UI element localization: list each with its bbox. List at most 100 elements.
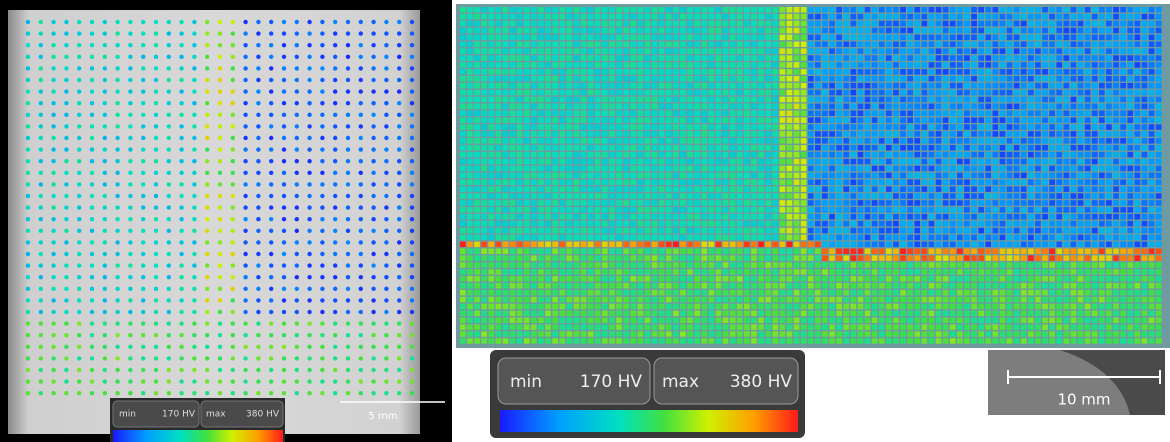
indent <box>538 48 544 54</box>
indent <box>588 55 594 61</box>
indent <box>843 235 849 241</box>
indent <box>737 214 743 220</box>
indent <box>269 31 273 35</box>
indent <box>307 321 311 325</box>
indent <box>1113 55 1119 61</box>
indent <box>1127 97 1133 103</box>
indent <box>914 104 920 110</box>
indent <box>1099 7 1105 13</box>
indent <box>524 83 530 89</box>
indent <box>333 298 337 302</box>
indent <box>638 42 644 48</box>
indent <box>1106 166 1112 172</box>
indent <box>829 124 835 130</box>
indent <box>26 182 30 186</box>
indent <box>701 21 707 27</box>
indent <box>730 14 736 20</box>
indent <box>1099 117 1105 123</box>
indent <box>128 55 132 59</box>
indent <box>801 35 807 41</box>
indent <box>1028 111 1034 117</box>
indent <box>282 240 286 244</box>
indent <box>1007 242 1013 248</box>
indent <box>64 240 68 244</box>
indent <box>243 321 247 325</box>
indent <box>51 43 55 47</box>
indent <box>574 242 580 248</box>
indent <box>836 193 842 199</box>
indent <box>623 97 629 103</box>
indent <box>307 205 311 209</box>
indent <box>510 117 516 123</box>
indent <box>488 276 494 282</box>
indent <box>77 20 81 24</box>
indent <box>1049 180 1055 186</box>
indent <box>192 124 196 128</box>
indent <box>865 228 871 234</box>
indent <box>1149 76 1155 82</box>
indent <box>574 138 580 144</box>
indent <box>1085 152 1091 158</box>
indent <box>808 117 814 123</box>
indent <box>256 368 260 372</box>
indent <box>115 171 119 175</box>
indent <box>545 166 551 172</box>
indent <box>694 166 700 172</box>
indent <box>574 214 580 220</box>
indent <box>758 145 764 151</box>
indent <box>346 31 350 35</box>
indent <box>808 62 814 67</box>
indent <box>737 97 743 103</box>
indent <box>836 124 842 130</box>
indent <box>808 111 814 117</box>
indent <box>886 48 892 54</box>
indent <box>467 14 473 20</box>
indent <box>1149 117 1155 123</box>
indent <box>231 182 235 186</box>
indent <box>829 35 835 41</box>
indent <box>192 78 196 82</box>
indent <box>538 131 544 137</box>
indent <box>829 262 835 268</box>
indent <box>1000 7 1006 13</box>
indent <box>282 310 286 314</box>
indent <box>1106 42 1112 48</box>
indent <box>460 62 466 67</box>
indent <box>167 55 171 59</box>
indent <box>616 276 622 282</box>
indent <box>694 186 700 192</box>
indent <box>1071 255 1077 261</box>
indent <box>218 229 222 233</box>
indent <box>410 345 414 349</box>
indent <box>900 138 906 144</box>
indent <box>765 138 771 144</box>
indent <box>836 255 842 261</box>
indent <box>709 42 715 48</box>
indent <box>886 173 892 179</box>
indent <box>26 240 30 244</box>
indent <box>179 101 183 105</box>
indent <box>231 240 235 244</box>
indent <box>701 242 707 248</box>
indent <box>1099 214 1105 220</box>
indent <box>545 7 551 13</box>
indent <box>957 21 963 27</box>
indent <box>886 269 892 275</box>
indent <box>192 345 196 349</box>
indent <box>985 159 991 165</box>
indent <box>843 255 849 261</box>
indent <box>1106 159 1112 165</box>
indent <box>836 35 842 41</box>
indent <box>26 217 30 221</box>
indent <box>460 28 466 34</box>
indent <box>950 48 956 54</box>
indent <box>205 356 209 360</box>
indent <box>914 131 920 137</box>
indent <box>744 228 750 234</box>
indent <box>517 21 523 27</box>
indent <box>1092 159 1098 165</box>
indent <box>26 356 30 360</box>
indent <box>964 269 970 275</box>
indent <box>985 111 991 117</box>
indent <box>517 249 523 255</box>
